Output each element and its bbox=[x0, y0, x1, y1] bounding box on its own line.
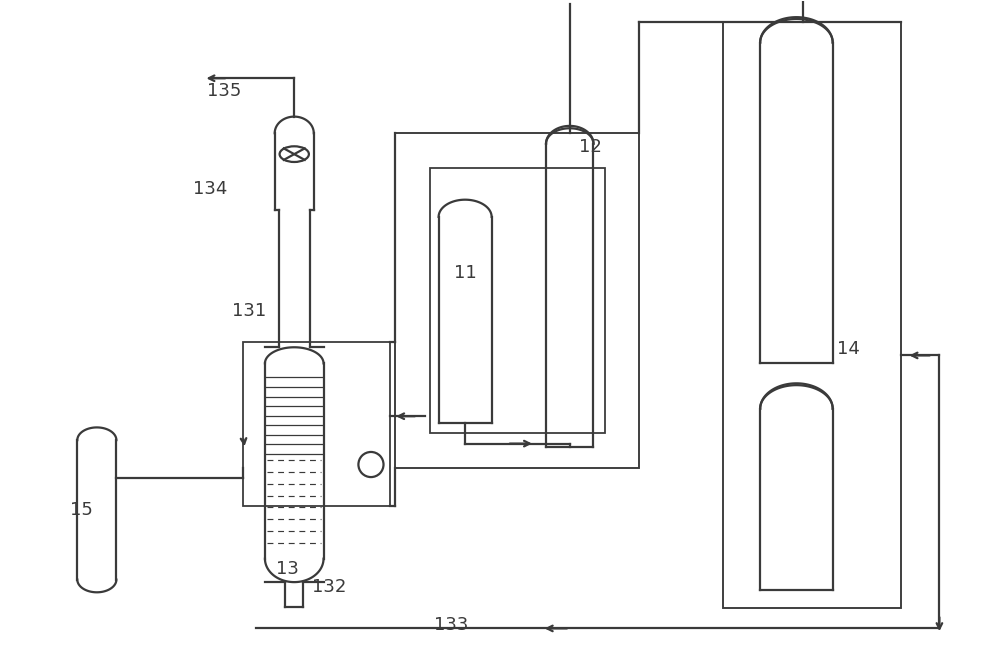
Text: 132: 132 bbox=[312, 578, 346, 596]
Text: 131: 131 bbox=[232, 302, 266, 320]
Text: 15: 15 bbox=[70, 501, 93, 519]
Text: 12: 12 bbox=[579, 138, 602, 156]
Bar bbox=[723, 22, 901, 608]
Bar bbox=[395, 133, 639, 468]
Text: 135: 135 bbox=[207, 82, 242, 100]
Text: 134: 134 bbox=[193, 180, 228, 198]
Text: 133: 133 bbox=[434, 616, 468, 634]
Bar bbox=[430, 168, 605, 433]
Text: 14: 14 bbox=[837, 341, 860, 359]
Text: 11: 11 bbox=[454, 264, 477, 282]
Text: 13: 13 bbox=[276, 560, 299, 578]
Bar bbox=[243, 343, 390, 507]
